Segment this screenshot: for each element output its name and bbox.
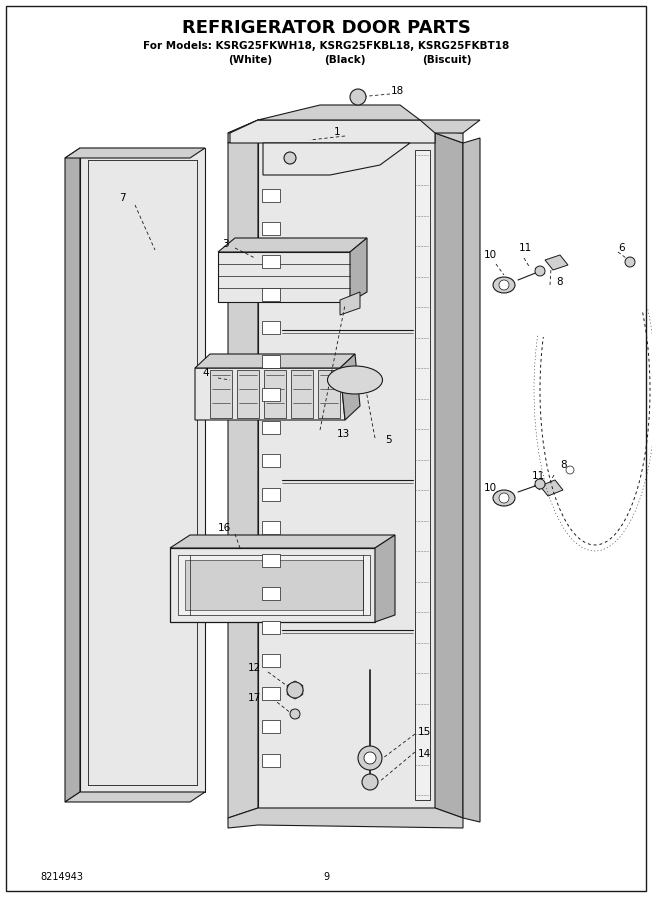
Text: 11: 11 (518, 243, 531, 253)
Ellipse shape (493, 277, 515, 293)
Bar (262, 653, 280, 667)
Bar (262, 720, 280, 733)
Text: 6: 6 (619, 243, 625, 253)
Text: 4: 4 (203, 368, 209, 378)
Polygon shape (65, 148, 205, 158)
Polygon shape (218, 238, 367, 252)
Polygon shape (340, 354, 360, 420)
Text: (Biscuit): (Biscuit) (422, 55, 472, 65)
Text: 10: 10 (483, 483, 497, 493)
Circle shape (364, 752, 376, 764)
Circle shape (362, 774, 378, 790)
Polygon shape (195, 354, 355, 368)
Text: 13: 13 (336, 429, 349, 439)
Polygon shape (258, 133, 435, 808)
Text: (White): (White) (228, 55, 272, 65)
Ellipse shape (493, 490, 515, 506)
Ellipse shape (327, 366, 383, 394)
Text: 8: 8 (561, 460, 567, 470)
Polygon shape (228, 133, 258, 818)
Polygon shape (65, 792, 205, 802)
Polygon shape (463, 138, 480, 822)
Bar (262, 421, 280, 434)
Bar (262, 521, 280, 534)
Bar (262, 288, 280, 302)
Text: 3: 3 (222, 239, 228, 249)
Bar (262, 188, 280, 202)
Polygon shape (375, 535, 395, 622)
Polygon shape (545, 255, 568, 270)
Polygon shape (287, 681, 303, 699)
Circle shape (535, 266, 545, 276)
Bar (262, 554, 280, 567)
Circle shape (566, 466, 574, 474)
Text: 7: 7 (119, 193, 125, 203)
Polygon shape (230, 120, 435, 143)
Text: 14: 14 (417, 749, 430, 759)
Bar (262, 621, 280, 634)
Text: 15: 15 (417, 727, 430, 737)
Polygon shape (80, 148, 205, 792)
Polygon shape (435, 133, 463, 818)
Polygon shape (291, 370, 313, 418)
Text: For Models: KSRG25FKWH18, KSRG25FKBL18, KSRG25FKBT18: For Models: KSRG25FKWH18, KSRG25FKBL18, … (143, 41, 509, 51)
Text: 11: 11 (531, 471, 544, 481)
Polygon shape (264, 370, 286, 418)
Text: 12: 12 (247, 663, 261, 673)
Polygon shape (350, 238, 367, 302)
Circle shape (350, 89, 366, 105)
Polygon shape (415, 150, 430, 800)
Polygon shape (237, 370, 259, 418)
Polygon shape (263, 143, 410, 175)
Polygon shape (540, 480, 563, 496)
Polygon shape (228, 120, 463, 143)
Text: 1: 1 (333, 127, 340, 137)
Polygon shape (258, 105, 420, 120)
Circle shape (499, 493, 509, 503)
Polygon shape (65, 148, 80, 802)
Bar (262, 488, 280, 500)
Polygon shape (210, 370, 232, 418)
Polygon shape (170, 548, 375, 622)
Polygon shape (340, 292, 360, 315)
Text: 16: 16 (217, 523, 231, 533)
Text: REFRIGERATOR DOOR PARTS: REFRIGERATOR DOOR PARTS (181, 19, 471, 37)
Circle shape (290, 709, 300, 719)
Bar (262, 454, 280, 467)
Text: 17: 17 (247, 693, 261, 703)
Bar (262, 321, 280, 335)
Circle shape (358, 746, 382, 770)
Bar (262, 255, 280, 268)
Polygon shape (318, 370, 340, 418)
Polygon shape (228, 808, 463, 828)
Polygon shape (178, 555, 370, 615)
Text: 5: 5 (385, 435, 391, 445)
Text: 10: 10 (483, 250, 497, 260)
Bar (262, 588, 280, 600)
Bar (262, 753, 280, 767)
Polygon shape (218, 252, 350, 302)
Text: 8214943: 8214943 (40, 872, 83, 882)
Text: 9: 9 (323, 872, 329, 882)
Bar (262, 221, 280, 235)
Text: 8: 8 (557, 277, 563, 287)
Polygon shape (170, 535, 395, 548)
Circle shape (284, 152, 296, 164)
Circle shape (535, 479, 545, 489)
Text: 18: 18 (391, 86, 404, 96)
Polygon shape (195, 368, 345, 420)
Circle shape (499, 280, 509, 290)
Polygon shape (228, 120, 480, 133)
Bar (262, 388, 280, 400)
Bar (262, 687, 280, 700)
Polygon shape (185, 560, 363, 610)
Text: (Black): (Black) (324, 55, 366, 65)
Circle shape (625, 257, 635, 267)
Bar (262, 355, 280, 368)
Circle shape (287, 682, 303, 698)
